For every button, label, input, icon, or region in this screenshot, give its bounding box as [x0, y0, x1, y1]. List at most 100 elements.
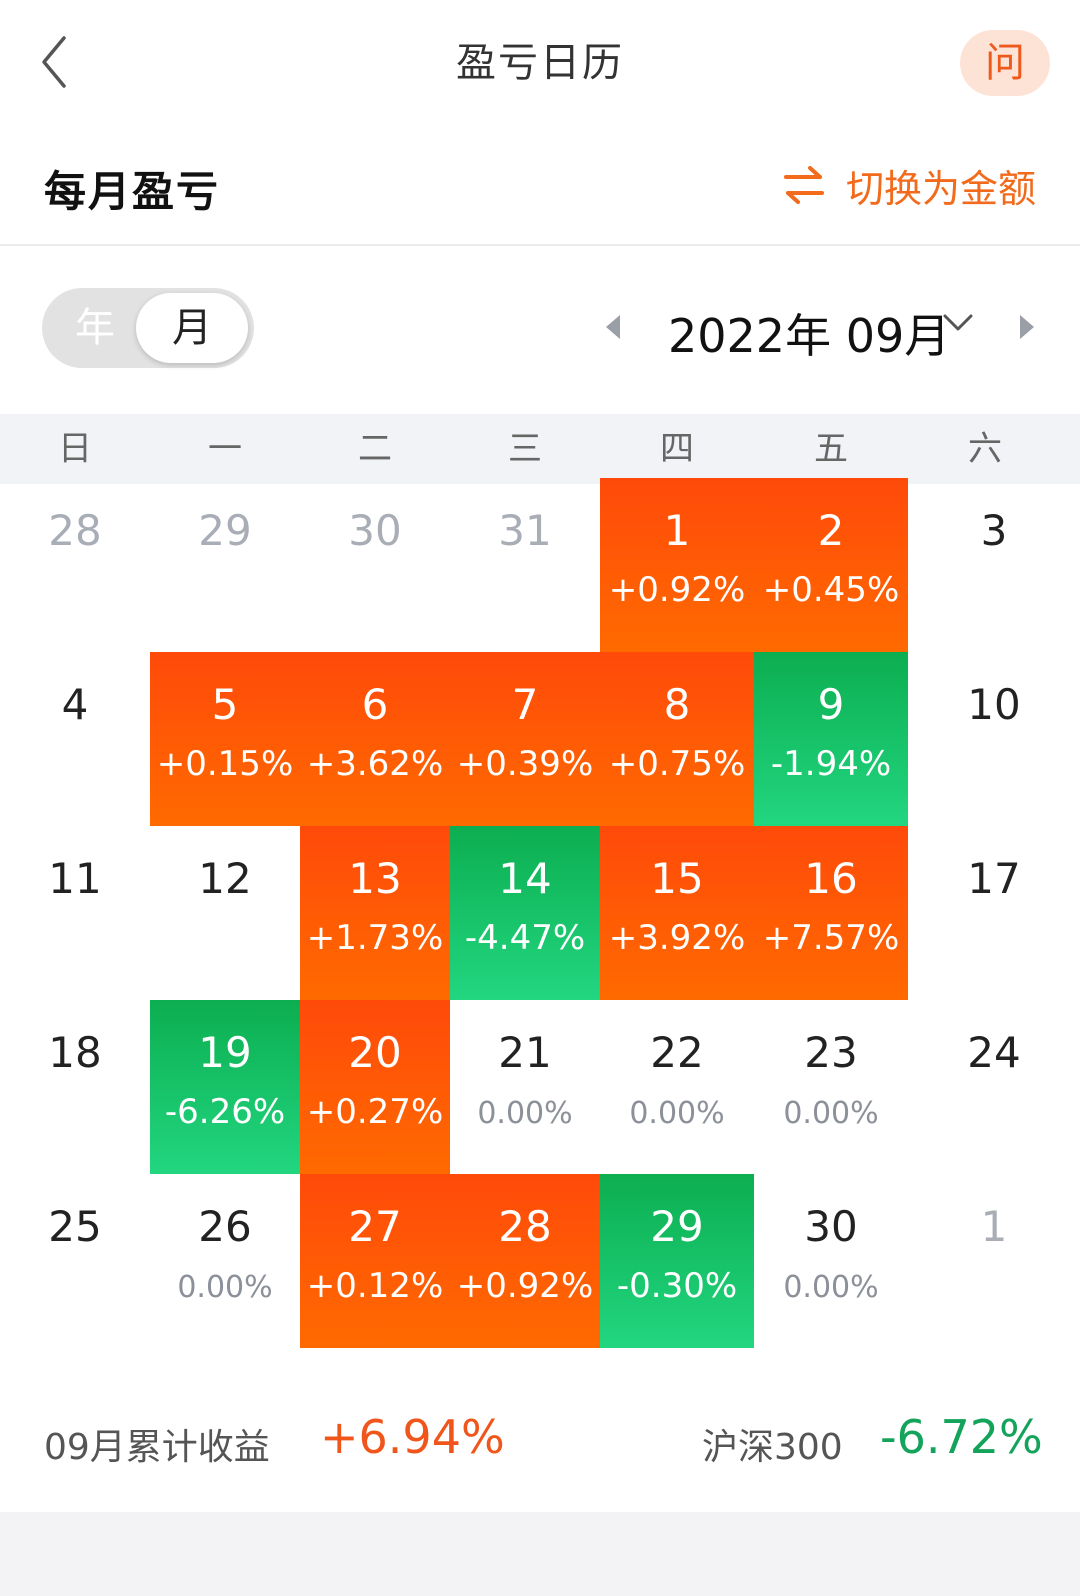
calendar-day-cell[interactable]: 16 +7.57% — [754, 826, 908, 1000]
calendar-day-cell[interactable]: 1 — [908, 1174, 1080, 1348]
calendar-day-cell[interactable]: 31 — [450, 478, 600, 652]
switch-label: 切换为金额 — [845, 166, 1036, 211]
day-number: 28 — [48, 506, 102, 555]
calendar-day-cell[interactable]: 17 — [908, 826, 1080, 1000]
month-selector[interactable]: 2022年 09月 — [668, 309, 951, 363]
next-month-icon[interactable] — [1018, 314, 1036, 340]
day-return: 0.00% — [783, 1270, 879, 1305]
day-number: 31 — [498, 506, 552, 555]
day-number: 7 — [511, 680, 539, 729]
page-title: 盈亏日历 — [456, 40, 624, 86]
day-number: 9 — [817, 680, 845, 729]
weekday-label: 二 — [358, 429, 392, 469]
day-number: 28 — [498, 1202, 552, 1251]
calendar-day-cell[interactable]: 28 — [0, 478, 150, 652]
year-option[interactable]: 年 — [75, 305, 115, 351]
calendar-day-cell[interactable]: 8 +0.75% — [600, 652, 754, 826]
benchmark-value: -6.72% — [880, 1410, 1043, 1464]
weekday-label: 日 — [58, 429, 92, 469]
calendar-day-cell[interactable]: 28 +0.92% — [450, 1174, 600, 1348]
weekday-label: 六 — [968, 429, 1002, 469]
monthly-return-value: +6.94% — [320, 1410, 505, 1464]
day-return: +0.27% — [306, 1092, 444, 1132]
day-number: 30 — [804, 1202, 858, 1251]
calendar-day-cell[interactable]: 11 — [0, 826, 150, 1000]
day-number: 12 — [198, 854, 252, 903]
calendar-day-cell[interactable]: 22 0.00% — [600, 1000, 754, 1174]
calendar-day-cell[interactable]: 3 — [908, 478, 1080, 652]
day-number: 6 — [361, 680, 389, 729]
calendar-day-cell[interactable]: 5 +0.15% — [150, 652, 300, 826]
day-return: 0.00% — [477, 1096, 573, 1131]
day-number: 3 — [980, 506, 1008, 555]
prev-month-icon[interactable] — [604, 314, 622, 340]
section-title: 每月盈亏 — [44, 167, 221, 216]
calendar-day-cell[interactable]: 18 — [0, 1000, 150, 1174]
day-number: 17 — [967, 854, 1021, 903]
calendar-day-cell[interactable]: 19 -6.26% — [150, 1000, 300, 1174]
calendar-day-cell[interactable]: 1 +0.92% — [600, 478, 754, 652]
calendar-day-cell[interactable]: 7 +0.39% — [450, 652, 600, 826]
day-number: 2 — [817, 506, 845, 555]
help-button[interactable]: 问 — [960, 30, 1050, 96]
day-number: 19 — [198, 1028, 252, 1077]
day-return: +1.73% — [306, 918, 444, 958]
day-number: 1 — [663, 506, 691, 555]
switch-to-amount-button[interactable]: 切换为金额 — [782, 160, 1036, 211]
calendar-day-cell[interactable]: 6 +3.62% — [300, 652, 450, 826]
calendar-day-cell[interactable]: 23 0.00% — [754, 1000, 908, 1174]
calendar-day-cell[interactable]: 21 0.00% — [450, 1000, 600, 1174]
month-option[interactable]: 月 — [136, 293, 248, 363]
calendar-day-cell[interactable]: 12 — [150, 826, 300, 1000]
weekday-label: 五 — [814, 429, 848, 469]
calendar-day-cell[interactable]: 2 +0.45% — [754, 478, 908, 652]
weekday-label: 三 — [508, 429, 542, 469]
day-number: 29 — [650, 1202, 704, 1251]
day-number: 21 — [498, 1028, 552, 1077]
day-number: 30 — [348, 506, 402, 555]
day-number: 10 — [967, 680, 1021, 729]
calendar-day-cell[interactable]: 24 — [908, 1000, 1080, 1174]
calendar-day-cell[interactable]: 20 +0.27% — [300, 1000, 450, 1174]
day-number: 20 — [348, 1028, 402, 1077]
weekday-header: 日一二三四五六 — [0, 414, 1080, 484]
day-return: 0.00% — [177, 1270, 273, 1305]
day-return: +0.92% — [456, 1266, 594, 1306]
back-button[interactable] — [36, 32, 76, 92]
calendar-day-cell[interactable]: 30 — [300, 478, 450, 652]
day-number: 18 — [48, 1028, 102, 1077]
day-return: +0.39% — [456, 744, 594, 784]
calendar-day-cell[interactable]: 26 0.00% — [150, 1174, 300, 1348]
calendar-day-cell[interactable]: 13 +1.73% — [300, 826, 450, 1000]
calendar-day-cell[interactable]: 10 — [908, 652, 1080, 826]
day-return: +3.62% — [306, 744, 444, 784]
swap-arrows-icon — [783, 166, 824, 204]
year-month-toggle[interactable]: 年 月 — [42, 288, 254, 368]
section-header: 每月盈亏 切换为金额 — [0, 124, 1080, 246]
day-number: 27 — [348, 1202, 402, 1251]
day-number: 16 — [804, 854, 858, 903]
calendar-day-cell[interactable]: 14 -4.47% — [450, 826, 600, 1000]
nav-bar: 盈亏日历 问 — [0, 0, 1080, 124]
calendar-day-cell[interactable]: 25 — [0, 1174, 150, 1348]
calendar-day-cell[interactable]: 30 0.00% — [754, 1174, 908, 1348]
day-number: 11 — [48, 854, 102, 903]
day-return: +0.75% — [608, 744, 746, 784]
day-number: 5 — [211, 680, 239, 729]
day-return: +3.92% — [608, 918, 746, 958]
calendar-day-cell[interactable]: 29 — [150, 478, 300, 652]
chevron-down-icon[interactable] — [942, 312, 974, 334]
chevron-left-icon — [42, 36, 66, 88]
day-return: -0.30% — [616, 1266, 738, 1306]
calendar-day-cell[interactable]: 9 -1.94% — [754, 652, 908, 826]
day-return: 0.00% — [629, 1096, 725, 1131]
day-return: +0.15% — [156, 744, 294, 784]
day-return: -6.26% — [164, 1092, 286, 1132]
calendar-day-cell[interactable]: 15 +3.92% — [600, 826, 754, 1000]
calendar-day-cell[interactable]: 4 — [0, 652, 150, 826]
calendar-day-cell[interactable]: 27 +0.12% — [300, 1174, 450, 1348]
day-number: 13 — [348, 854, 402, 903]
day-return: -1.94% — [770, 744, 892, 784]
calendar-day-cell[interactable]: 29 -0.30% — [600, 1174, 754, 1348]
day-return: +0.12% — [306, 1266, 444, 1306]
